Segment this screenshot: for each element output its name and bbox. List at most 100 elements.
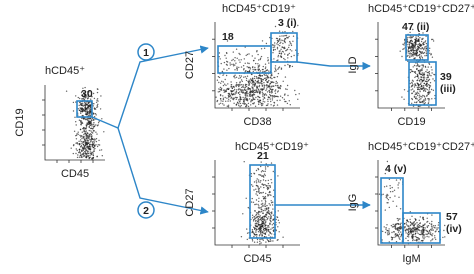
- event-dot: [232, 58, 234, 61]
- event-dot: [235, 82, 238, 84]
- event-dot: [242, 98, 245, 101]
- event-dot: [261, 225, 263, 228]
- event-dot: [225, 74, 228, 77]
- event-dot: [408, 43, 410, 45]
- event-dot: [394, 236, 397, 238]
- event-dot: [405, 232, 407, 234]
- event-dot: [75, 148, 78, 150]
- event-dot: [261, 40, 264, 42]
- event-dot: [219, 89, 221, 91]
- event-dot: [232, 97, 235, 100]
- event-dot: [421, 76, 423, 79]
- event-dot: [287, 63, 289, 66]
- event-dot: [229, 62, 231, 64]
- event-dot: [409, 221, 411, 223]
- event-dot: [272, 44, 274, 47]
- event-dot: [255, 193, 257, 195]
- event-dot: [274, 48, 276, 51]
- event-dot: [411, 215, 413, 217]
- event-dot: [278, 222, 280, 224]
- event-dot: [400, 236, 402, 238]
- event-dot: [244, 89, 247, 92]
- event-dot: [397, 219, 399, 222]
- event-dot: [411, 43, 413, 45]
- event-dot: [423, 103, 426, 105]
- event-dot: [252, 94, 254, 97]
- event-dot: [283, 57, 285, 60]
- event-dot: [391, 238, 393, 240]
- event-dot: [260, 223, 262, 226]
- event-dot: [421, 240, 423, 242]
- event-dot: [407, 233, 410, 236]
- event-dot: [97, 88, 99, 91]
- event-dot: [260, 220, 263, 222]
- event-dot: [83, 138, 86, 140]
- event-dot: [227, 104, 230, 107]
- event-dot: [258, 210, 260, 213]
- event-dot: [416, 228, 419, 230]
- event-dot: [82, 140, 84, 143]
- event-dot: [276, 104, 279, 106]
- event-dot: [235, 48, 238, 50]
- event-dot: [248, 93, 251, 96]
- event-dot: [259, 243, 261, 245]
- event-dot: [277, 210, 279, 212]
- event-dot: [248, 69, 251, 72]
- event-dot: [87, 115, 90, 117]
- event-dot: [254, 210, 256, 212]
- event-dot: [82, 148, 85, 150]
- event-dot: [400, 231, 402, 233]
- event-dot: [87, 97, 90, 99]
- event-dot: [85, 135, 87, 137]
- event-dot: [90, 144, 92, 146]
- event-dot: [226, 40, 229, 42]
- event-dot: [418, 65, 420, 68]
- event-dot: [415, 235, 417, 238]
- event-dot: [253, 232, 255, 234]
- event-dot: [425, 49, 427, 51]
- event-dot: [385, 196, 387, 199]
- event-dot: [255, 222, 258, 224]
- event-dot: [91, 157, 94, 159]
- event-dot: [257, 98, 259, 101]
- event-dot: [89, 148, 91, 150]
- event-dot: [255, 233, 257, 236]
- event-dot: [411, 98, 414, 101]
- event-dot: [268, 84, 271, 86]
- event-dot: [422, 94, 424, 97]
- event-dot: [259, 234, 261, 236]
- event-dot: [98, 139, 100, 142]
- event-dot: [260, 78, 263, 80]
- event-dot: [241, 84, 243, 86]
- event-dot: [243, 76, 245, 78]
- event-dot: [96, 104, 99, 107]
- event-dot: [252, 92, 255, 94]
- event-dot: [278, 38, 281, 40]
- event-dot: [427, 98, 429, 100]
- event-dot: [234, 64, 236, 66]
- event-dot: [431, 229, 433, 231]
- event-dot: [424, 97, 427, 100]
- event-dot: [405, 237, 407, 239]
- event-dot: [424, 55, 426, 57]
- event-dot: [262, 104, 264, 106]
- event-dot: [268, 234, 270, 236]
- event-dot: [419, 48, 421, 50]
- event-dot: [80, 149, 83, 151]
- event-dot: [276, 216, 279, 219]
- event-dot: [258, 213, 260, 216]
- event-dot: [268, 226, 270, 228]
- event-dot: [405, 228, 407, 230]
- event-dot: [263, 47, 266, 49]
- event-dot: [428, 50, 430, 52]
- event-dot: [222, 74, 224, 77]
- event-dot: [283, 94, 286, 96]
- event-dot: [96, 106, 99, 108]
- event-dot: [254, 222, 257, 225]
- event-dot: [251, 86, 253, 88]
- event-dot: [271, 224, 273, 226]
- event-dot: [265, 207, 268, 209]
- event-dot: [402, 48, 404, 50]
- event-dot: [418, 43, 420, 45]
- event-dot: [218, 90, 221, 93]
